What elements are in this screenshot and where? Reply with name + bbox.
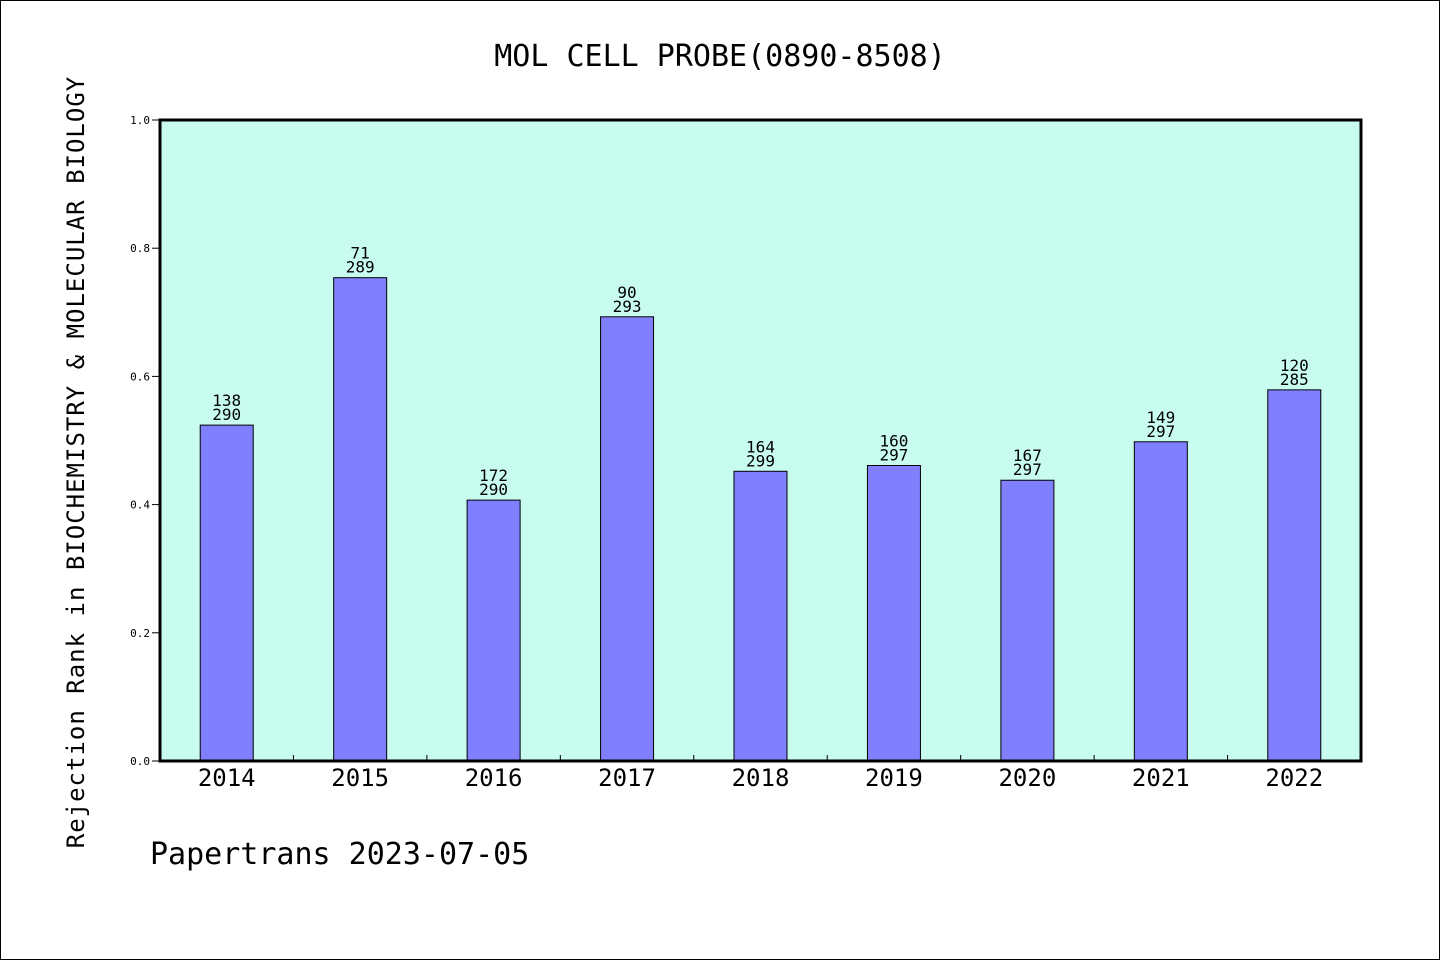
bar-2014 bbox=[199, 424, 254, 762]
x-tick-label-2016: 2016 bbox=[465, 764, 523, 792]
y-tick-label: 1.0 bbox=[130, 114, 150, 127]
bar-2016 bbox=[466, 499, 521, 762]
y-tick-label: 0.8 bbox=[130, 242, 150, 255]
bar-2019 bbox=[866, 464, 921, 762]
chart-title: MOL CELL PROBE(0890-8508) bbox=[494, 39, 946, 74]
x-tick-label-2014: 2014 bbox=[198, 764, 256, 792]
bar-label-total-2015: 289 bbox=[346, 258, 375, 277]
bar-2022 bbox=[1267, 389, 1322, 762]
bar-label-total-2017: 293 bbox=[613, 297, 642, 316]
bars-group bbox=[199, 277, 1322, 762]
plot-border bbox=[158, 118, 1363, 763]
bar-label-total-2016: 290 bbox=[479, 480, 508, 499]
y-tick-label: 0.2 bbox=[130, 627, 150, 640]
bar-label-total-2021: 297 bbox=[1146, 422, 1175, 441]
footer-credit: Papertrans 2023-07-05 bbox=[150, 837, 529, 872]
bar-label-total-2022: 285 bbox=[1280, 370, 1309, 389]
y-tick-label: 0.6 bbox=[130, 370, 150, 383]
x-tick-label-2015: 2015 bbox=[331, 764, 389, 792]
bar-label-rank-2019: 160 bbox=[879, 431, 908, 450]
bar-2017 bbox=[600, 316, 655, 762]
y-axis-label: Rejection Rank in BIOCHEMISTRY & MOLECUL… bbox=[62, 76, 90, 848]
y-tick-label: 0.0 bbox=[130, 755, 150, 768]
bar-label-rank-2018: 164 bbox=[746, 437, 775, 456]
axes-group: 2014 2015 2016 2017 2018 2019 2020 2021 2022 0.0 0… bbox=[130, 114, 1323, 792]
bar-2020 bbox=[1000, 479, 1055, 762]
y-tick-label: 0.4 bbox=[130, 499, 150, 512]
bar-label-total-2020: 297 bbox=[1013, 460, 1042, 479]
bar-label-total-2018: 299 bbox=[746, 451, 775, 470]
bar-label-rank-2017: 90 bbox=[617, 283, 636, 302]
x-tick-label-2018: 2018 bbox=[732, 764, 790, 792]
x-tick-label-2022: 2022 bbox=[1265, 764, 1323, 792]
bar-label-rank-2014: 138 bbox=[212, 391, 241, 410]
bar-label-total-2019: 297 bbox=[879, 445, 908, 464]
bar-2015 bbox=[333, 277, 388, 762]
x-tick-label-2019: 2019 bbox=[865, 764, 923, 792]
bar-label-rank-2016: 172 bbox=[479, 466, 508, 485]
bar-label-rank-2015: 71 bbox=[351, 244, 370, 263]
x-tick-label-2017: 2017 bbox=[598, 764, 656, 792]
bar-label-rank-2022: 120 bbox=[1280, 356, 1309, 375]
x-tick-label-2020: 2020 bbox=[998, 764, 1056, 792]
x-tick-label-2021: 2021 bbox=[1132, 764, 1190, 792]
bar-label-rank-2021: 149 bbox=[1146, 408, 1175, 427]
bar-label-total-2014: 290 bbox=[212, 405, 241, 424]
bar-label-rank-2020: 167 bbox=[1013, 446, 1042, 465]
bar-2021 bbox=[1133, 441, 1188, 762]
bar-2018 bbox=[733, 470, 788, 762]
